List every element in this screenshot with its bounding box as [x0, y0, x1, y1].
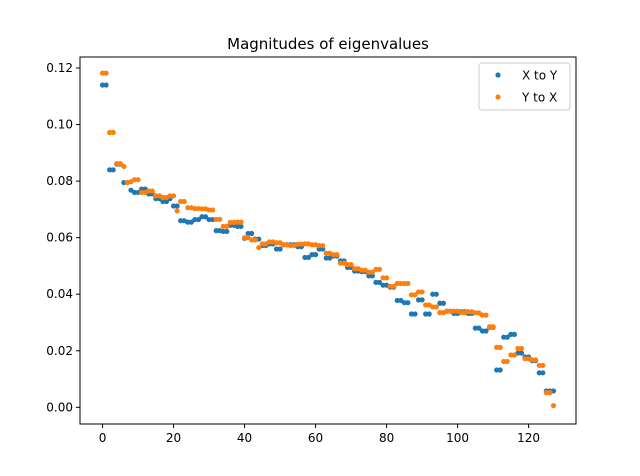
x-tick-label: 60: [308, 431, 323, 445]
data-point: [518, 350, 525, 356]
data-point: [518, 345, 525, 352]
data-point: [202, 214, 209, 220]
data-point: [238, 223, 244, 229]
data-point: [320, 242, 326, 249]
data-point: [504, 334, 510, 340]
data-point: [476, 325, 482, 331]
x-tick-label: 20: [166, 431, 181, 445]
plot-frame: [79, 56, 577, 425]
data-point: [483, 312, 489, 318]
data-point: [334, 252, 340, 258]
data-point: [110, 167, 116, 173]
x-tick-label: 100: [446, 431, 469, 445]
data-point: [103, 82, 109, 88]
data-point: [210, 207, 216, 213]
axis-ticks: 0 20 40 60 80 100 120 0.00 0.02 0.04 0.06 0.08 0.10 0…: [46, 61, 540, 445]
data-point: [249, 230, 255, 237]
data-point: [533, 357, 539, 363]
data-point: [419, 289, 425, 295]
x-tick-label: 0: [99, 431, 107, 445]
y-tick-label: 0.10: [46, 118, 73, 132]
data-point: [412, 311, 418, 317]
data-point: [433, 304, 439, 310]
data-point: [398, 280, 404, 287]
data-point: [405, 280, 411, 287]
data-point: [550, 403, 557, 409]
data-point: [376, 279, 383, 285]
legend: X to Y Y to X: [478, 62, 571, 111]
data-point: [252, 237, 258, 243]
series-y-to-x: [99, 70, 557, 409]
legend-marker-x-to-y: [495, 72, 501, 78]
data-point: [170, 203, 177, 209]
data-point: [483, 328, 489, 334]
data-point: [391, 283, 397, 289]
data-point: [433, 291, 439, 297]
data-point: [181, 198, 187, 205]
data-point: [224, 223, 230, 229]
data-point: [547, 390, 553, 396]
data-point: [117, 160, 123, 167]
data-point: [323, 250, 329, 256]
data-point: [504, 358, 510, 365]
data-point: [426, 311, 432, 317]
legend-label-x-to-y: X to Y: [522, 69, 558, 83]
data-point: [135, 177, 141, 183]
y-tick-label: 0.00: [46, 400, 73, 414]
data-point: [497, 367, 503, 373]
data-point: [217, 216, 223, 222]
data-point: [110, 129, 116, 136]
data-point: [348, 261, 354, 268]
data-point: [511, 331, 517, 337]
y-tick-label: 0.06: [46, 231, 73, 245]
data-point: [149, 188, 155, 194]
data-point: [305, 254, 312, 261]
data-point: [277, 246, 283, 252]
data-point: [369, 273, 375, 279]
data-point: [490, 324, 496, 330]
data-point: [170, 193, 177, 199]
data-point: [440, 300, 446, 306]
data-point: [369, 269, 375, 275]
data-point: [323, 255, 329, 261]
x-tick-label: 120: [517, 431, 540, 445]
data-point: [412, 292, 418, 298]
data-points: [99, 70, 557, 409]
data-point: [163, 198, 170, 205]
data-point: [174, 203, 180, 209]
data-point: [540, 362, 546, 369]
data-point: [383, 275, 390, 281]
x-tick-label: 40: [237, 431, 252, 445]
data-point: [195, 216, 202, 223]
data-point: [256, 244, 262, 251]
y-tick-label: 0.04: [46, 287, 73, 301]
legend-box: [478, 62, 571, 111]
data-point: [540, 370, 546, 376]
y-tick-label: 0.08: [46, 174, 73, 188]
legend-marker-y-to-x: [495, 94, 501, 100]
data-point: [511, 352, 517, 358]
x-tick-label: 80: [379, 431, 394, 445]
data-point: [249, 237, 255, 243]
data-point: [405, 300, 411, 306]
data-point: [224, 228, 230, 235]
data-point: [376, 266, 383, 272]
y-tick-label: 0.12: [46, 61, 73, 75]
data-point: [497, 344, 503, 350]
data-point: [103, 70, 109, 76]
chart-title: Magnitudes of eigenvalues: [227, 35, 429, 53]
data-point: [238, 219, 244, 225]
legend-label-y-to-x: Y to X: [521, 91, 557, 105]
data-point: [312, 252, 319, 258]
data-point: [174, 208, 180, 214]
data-point: [121, 163, 127, 170]
data-point: [419, 297, 425, 303]
y-tick-label: 0.02: [46, 344, 73, 358]
